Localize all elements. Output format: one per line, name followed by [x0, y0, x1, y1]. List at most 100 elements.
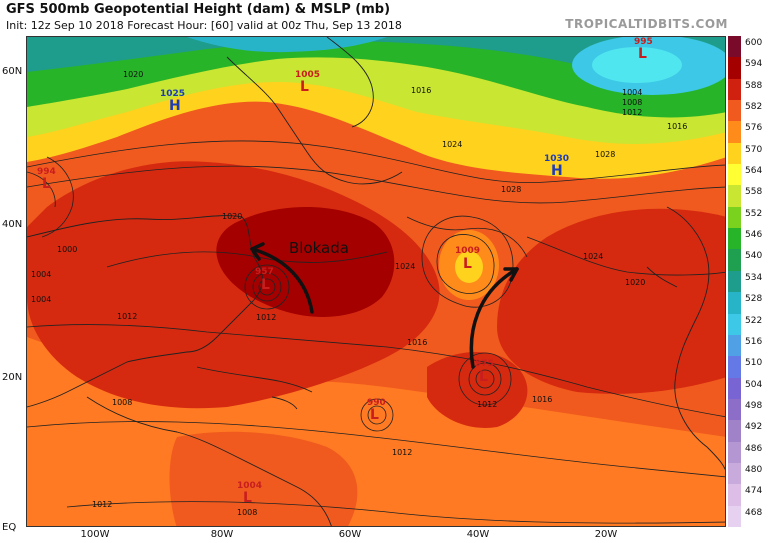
- lon-label-40w: 40W: [466, 529, 490, 540]
- system-value: 1005: [295, 70, 321, 80]
- legend-swatch: [728, 420, 741, 442]
- low-marker: L: [243, 490, 252, 506]
- legend-value: 540: [745, 251, 763, 262]
- isobar-label: 1016: [407, 338, 427, 347]
- isobar-label: 1020: [222, 212, 242, 221]
- legend-entry: 540: [728, 249, 768, 271]
- band-582-sa: [169, 431, 358, 526]
- recurve-arrow: [469, 267, 519, 369]
- isobar-label: 1024: [583, 252, 603, 261]
- weather-map: 1020 1016 1024 1028 1028 1020 1024 1024 …: [26, 36, 726, 527]
- high-marker: H: [169, 98, 181, 114]
- legend-entry: 546: [728, 228, 768, 250]
- high-marker: H: [551, 163, 563, 179]
- legend-entry: 516: [728, 334, 768, 357]
- legend-value: 594: [745, 59, 763, 70]
- system-value: 975: [475, 359, 494, 369]
- block-arrowhead: [250, 242, 265, 261]
- band-570-low: [455, 251, 483, 283]
- legend-swatch: [728, 356, 741, 378]
- legend-value: 534: [745, 272, 763, 283]
- header-bar: GFS 500mb Geopotential Height (dam) & MS…: [0, 0, 768, 36]
- isobar-label: 1012: [92, 500, 112, 509]
- legend-value: 600: [745, 38, 763, 48]
- legend-swatch: [728, 206, 741, 229]
- band-516-top: [592, 47, 682, 83]
- legend-entry: 522: [728, 313, 768, 335]
- legend-entry: 498: [728, 398, 768, 421]
- legend-value: 570: [745, 144, 763, 155]
- isobar-label: 1004: [31, 270, 51, 279]
- legend-value: 552: [745, 208, 763, 219]
- isobar-label: 1000: [57, 245, 77, 254]
- band-588-central: [427, 352, 528, 428]
- legend-value: 576: [745, 123, 763, 134]
- legend-value: 546: [745, 230, 763, 241]
- lat-label-eq: EQ: [2, 522, 17, 533]
- legend-value: 558: [745, 187, 763, 198]
- legend-value: 564: [745, 166, 763, 177]
- system-value: 1009: [455, 246, 481, 256]
- legend-swatch: [728, 462, 741, 485]
- system-value: 990: [367, 398, 386, 408]
- legend-swatch: [728, 313, 741, 335]
- low-marker: L: [261, 277, 270, 293]
- lat-label-20n: 20N: [2, 372, 23, 383]
- isobar-label: 1024: [442, 140, 462, 149]
- legend-swatch: [728, 78, 741, 101]
- isobar-label: 1008: [622, 98, 642, 107]
- recurve-arrowhead: [503, 267, 519, 282]
- lon-label-20w: 20W: [594, 529, 618, 540]
- color-legend: 600 594 588 582 576 570 564 558 552 546 540 534 528 5…: [728, 36, 768, 527]
- lon-label-60w: 60W: [338, 529, 362, 540]
- legend-swatch: [728, 121, 741, 143]
- low-marker: L: [300, 79, 309, 95]
- isobar-label: 1012: [392, 448, 412, 457]
- isobar-label: 1004: [622, 88, 642, 97]
- legend-swatch: [728, 505, 741, 527]
- low-marker: L: [370, 407, 379, 423]
- legend-swatch: [728, 441, 741, 463]
- legend-swatch: [728, 142, 741, 165]
- legend-value: 486: [745, 443, 763, 454]
- blokada-label: Blokada: [289, 239, 349, 257]
- height-field: 1020 1016 1024 1028 1028 1020 1024 1024 …: [27, 37, 725, 526]
- legend-entry: 510: [728, 356, 768, 378]
- system-value: 1030: [544, 154, 570, 164]
- isobar-label: 1020: [123, 70, 143, 79]
- low-marker: L: [463, 256, 472, 272]
- legend-value: 528: [745, 294, 763, 305]
- legend-entry: 600: [728, 36, 768, 58]
- low-marker: L: [638, 46, 647, 62]
- legend-value: 516: [745, 336, 763, 347]
- block-arrow: [250, 247, 314, 314]
- system-value: 994: [37, 167, 56, 177]
- isobar-label: 1028: [595, 150, 615, 159]
- legend-value: 474: [745, 486, 763, 497]
- legend-value: 468: [745, 507, 763, 518]
- legend-entry: 582: [728, 100, 768, 122]
- legend-entry: 504: [728, 377, 768, 399]
- legend-entry: 558: [728, 185, 768, 207]
- isobar-label: 1012: [256, 313, 276, 322]
- isobar-label: 1016: [411, 86, 431, 95]
- isobar-label: 1028: [501, 185, 521, 194]
- legend-entry: 576: [728, 121, 768, 143]
- isobar-label: 1008: [237, 508, 257, 517]
- legend-value: 510: [745, 358, 763, 369]
- legend-entry: 486: [728, 441, 768, 463]
- legend-value: 522: [745, 315, 763, 326]
- low-marker: L: [42, 176, 51, 192]
- legend-entry: 594: [728, 57, 768, 79]
- legend-swatch: [728, 292, 741, 314]
- lat-label-40n: 40N: [2, 219, 23, 230]
- legend-value: 492: [745, 422, 763, 433]
- band-534: [27, 37, 725, 79]
- legend-entry: 588: [728, 78, 768, 101]
- lon-label-80w: 80W: [210, 529, 234, 540]
- map-subtitle: Init: 12z Sep 10 2018 Forecast Hour: [60…: [6, 19, 402, 32]
- legend-entry: 564: [728, 164, 768, 186]
- lon-label-100w: 100W: [80, 529, 110, 540]
- legend-swatch: [728, 334, 741, 357]
- low-marker: L: [479, 369, 488, 385]
